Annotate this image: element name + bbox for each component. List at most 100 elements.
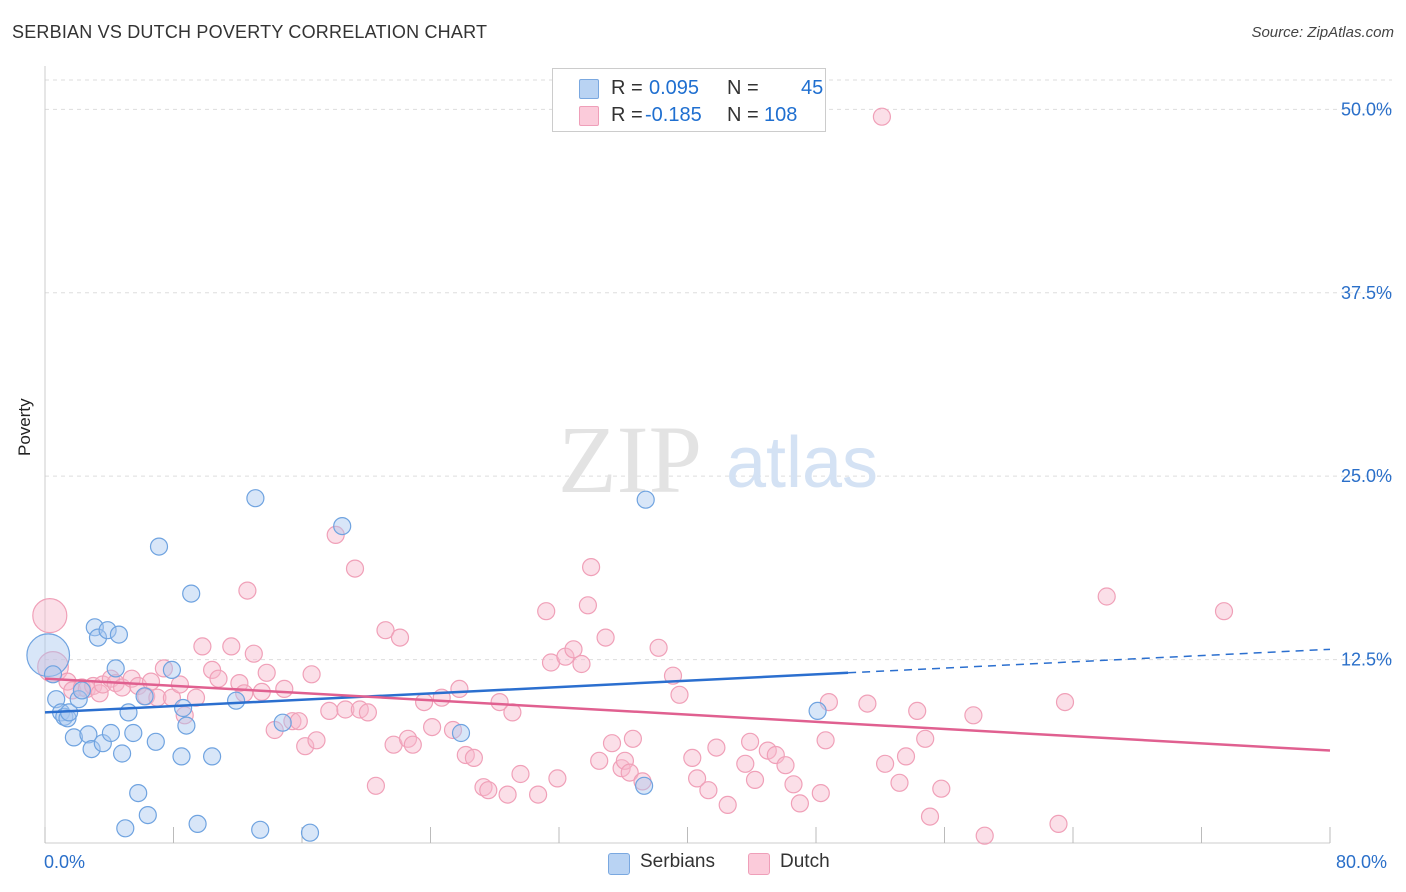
serbian-point	[808, 701, 827, 721]
serbian-point	[79, 725, 98, 744]
dutch-point	[858, 694, 877, 713]
dutch-point	[790, 794, 810, 813]
dutch-point	[578, 596, 598, 615]
y-tick-label: 37.5%	[1341, 283, 1392, 303]
dutch-point	[307, 731, 326, 750]
dutch-point	[699, 781, 718, 800]
x-tick-max: 80.0%	[1336, 852, 1388, 872]
dutch-point	[244, 644, 263, 663]
dutch-point	[390, 628, 410, 647]
serbian-point	[300, 823, 320, 842]
serbian-point	[98, 621, 117, 640]
dutch-point	[1214, 602, 1234, 621]
legend-r-label: R =	[611, 104, 643, 126]
dutch-point	[230, 673, 249, 693]
serbian-point	[135, 687, 154, 706]
serbian-point	[162, 660, 181, 680]
bottom-legend-swatch-dutch	[748, 853, 770, 875]
y-tick-label: 50.0%	[1341, 99, 1392, 119]
dutch-point	[511, 764, 530, 784]
dutch-point	[289, 712, 308, 731]
chart-title: SERBIAN VS DUTCH POVERTY CORRELATION CHA…	[12, 22, 488, 42]
dutch-points	[32, 107, 1234, 845]
dutch-point	[916, 729, 935, 748]
dutch-point	[896, 747, 916, 766]
serbian-point	[227, 691, 246, 710]
dutch-point	[620, 763, 639, 782]
legend-swatch-serbians	[579, 79, 599, 99]
serbian-point	[634, 776, 654, 795]
legend-swatch-dutch	[579, 106, 599, 126]
dutch-point	[345, 559, 365, 578]
legend-n-value: 108	[764, 104, 798, 126]
serbian-point	[109, 625, 129, 644]
legend-r-label: R =	[611, 77, 643, 99]
serbian-trend-line	[44, 671, 849, 714]
dutch-point	[776, 756, 795, 775]
serbian-point	[26, 633, 71, 678]
dutch-point	[320, 701, 339, 721]
serbian-point	[64, 728, 84, 747]
serbian-point	[203, 747, 222, 766]
bottom-legend-label-dutch: Dutch	[780, 851, 830, 872]
grid-layer	[45, 79, 1392, 661]
dutch-point	[403, 735, 422, 754]
serbian-trend-line-extension	[848, 648, 1331, 674]
dutch-point	[975, 826, 994, 845]
serbian-point	[101, 723, 121, 743]
dutch-point	[875, 754, 895, 773]
dutch-point	[745, 770, 765, 790]
dutch-point	[872, 107, 892, 126]
dutch-point	[490, 692, 509, 712]
dutch-point	[596, 628, 615, 647]
dutch-point	[376, 621, 395, 640]
watermark: ZIP atlas	[558, 406, 878, 513]
dutch-point	[811, 783, 830, 803]
dutch-point	[890, 773, 909, 792]
serbian-point	[129, 783, 148, 803]
serbian-point	[172, 747, 191, 766]
dutch-point	[784, 775, 803, 794]
dutch-point	[296, 737, 315, 756]
legend-n-label: N =	[727, 77, 759, 99]
dutch-point	[479, 781, 498, 800]
dutch-point	[670, 685, 689, 704]
dutch-point	[590, 751, 609, 770]
dutch-point	[707, 738, 726, 757]
dutch-trend-line	[44, 677, 1331, 752]
serbian-point	[149, 537, 169, 556]
bottom-legend-swatch-serbians	[608, 853, 630, 875]
dutch-point	[238, 581, 257, 600]
dutch-point	[450, 679, 469, 699]
y-tick-label: 12.5%	[1341, 650, 1392, 670]
dutch-point	[736, 754, 755, 773]
dutch-point	[193, 637, 212, 656]
serbian-point	[273, 713, 292, 732]
dutch-point	[964, 706, 983, 725]
watermark-zip: ZIP	[558, 406, 702, 513]
dutch-point	[1049, 814, 1068, 834]
dutch-point	[683, 748, 702, 768]
serbian-point	[246, 489, 265, 508]
serbian-point	[182, 584, 201, 603]
bottom-legend-label-serbians: Serbians	[640, 851, 715, 872]
dutch-point	[537, 602, 556, 621]
dutch-point	[423, 717, 442, 737]
serbian-point	[88, 628, 108, 647]
serbian-point	[138, 805, 157, 825]
dutch-point	[209, 669, 228, 688]
dutch-point	[358, 703, 377, 722]
dutch-point	[464, 748, 483, 768]
watermark-atlas: atlas	[726, 423, 878, 503]
dutch-point	[548, 769, 567, 788]
serbian-point	[124, 723, 143, 743]
dutch-point	[1097, 587, 1116, 606]
dutch-point	[564, 640, 583, 659]
dutch-point	[572, 654, 591, 674]
dutch-point	[816, 731, 835, 750]
dutch-point	[222, 637, 241, 656]
source-label: Source: ZipAtlas.com	[1251, 24, 1394, 41]
dutch-point	[615, 751, 635, 770]
legend-n-label: N =	[727, 104, 759, 126]
dutch-point	[257, 663, 276, 682]
